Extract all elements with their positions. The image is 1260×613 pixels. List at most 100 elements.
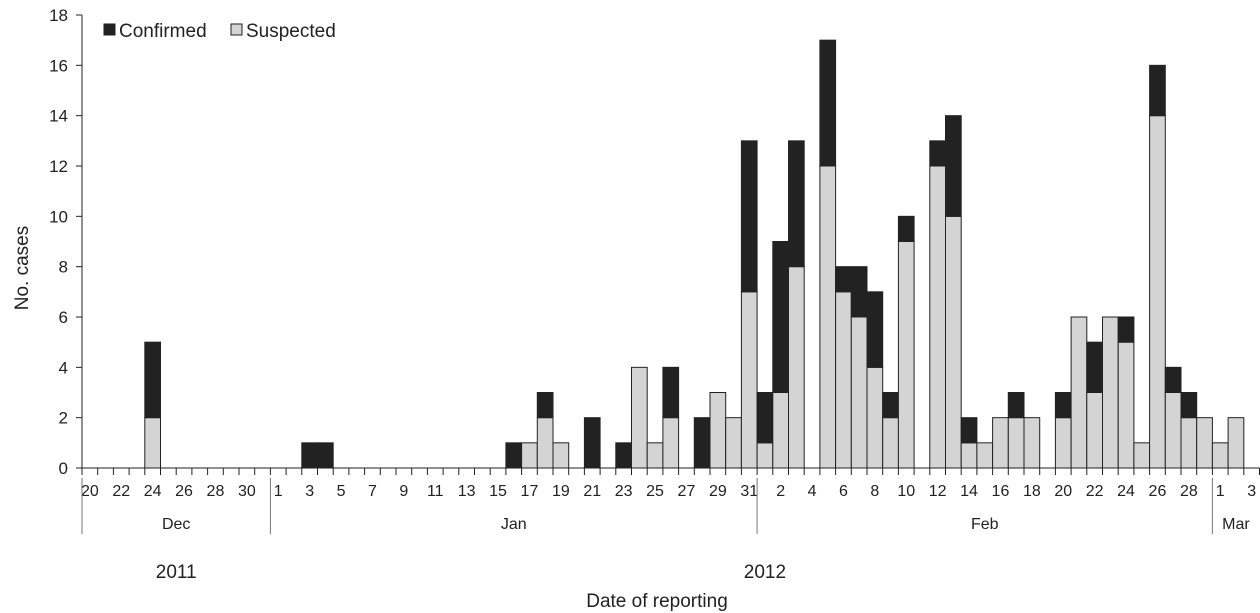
bar-suspected bbox=[552, 442, 570, 469]
x-tick-label: 11 bbox=[427, 483, 444, 500]
bar-suspected bbox=[976, 442, 994, 469]
bar-confirmed bbox=[1164, 366, 1182, 394]
legend-swatch-suspected bbox=[230, 23, 243, 36]
x-tick-label: 30 bbox=[238, 483, 256, 500]
bar-suspected bbox=[1149, 115, 1166, 469]
bar-suspected bbox=[1180, 417, 1198, 469]
bar-suspected bbox=[992, 417, 1009, 469]
bar-confirmed bbox=[1007, 392, 1025, 419]
x-tick-label: 2 bbox=[776, 483, 785, 500]
y-tick-label: 10 bbox=[49, 207, 68, 226]
bar-suspected bbox=[536, 417, 554, 469]
y-tick-label: 2 bbox=[59, 409, 68, 428]
y-tick-label: 14 bbox=[49, 107, 68, 126]
x-tick-label: 3 bbox=[305, 483, 314, 500]
x-tick-label: 29 bbox=[709, 483, 727, 500]
x-tick-label: 9 bbox=[399, 483, 408, 500]
bar-suspected bbox=[882, 417, 899, 469]
month-label: Jan bbox=[501, 516, 527, 533]
y-tick-label: 12 bbox=[49, 157, 68, 176]
bar-confirmed bbox=[301, 442, 318, 469]
bar-suspected bbox=[521, 442, 538, 469]
bar-suspected bbox=[725, 417, 742, 469]
y-tick-label: 6 bbox=[59, 308, 68, 327]
legend-swatch-confirmed bbox=[103, 23, 116, 36]
x-tick-label: 1 bbox=[274, 483, 283, 500]
x-tick-label: 27 bbox=[678, 483, 696, 500]
bar-suspected bbox=[897, 241, 915, 469]
legend-label-confirmed: Confirmed bbox=[119, 21, 207, 42]
y-axis-title: No. cases bbox=[12, 226, 33, 310]
bar-suspected bbox=[819, 165, 837, 469]
x-tick-label: 19 bbox=[552, 483, 570, 500]
x-tick-label: 17 bbox=[521, 483, 539, 500]
bar-confirmed bbox=[144, 341, 162, 419]
bar-confirmed bbox=[1054, 392, 1072, 419]
x-tick-label: 22 bbox=[1086, 483, 1104, 500]
x-tick-label: 31 bbox=[740, 483, 758, 500]
x-tick-label: 20 bbox=[1054, 483, 1072, 500]
bar-suspected bbox=[960, 442, 978, 469]
x-tick-label: 6 bbox=[839, 483, 848, 500]
bar-suspected bbox=[850, 316, 868, 469]
x-tick-label: 26 bbox=[175, 483, 193, 500]
bar-suspected bbox=[866, 366, 884, 469]
bar-suspected bbox=[835, 291, 852, 469]
x-tick-label: 1 bbox=[1216, 483, 1225, 500]
month-label: Feb bbox=[971, 516, 999, 533]
y-tick-label: 0 bbox=[59, 459, 68, 478]
bar-confirmed bbox=[662, 366, 680, 419]
bar-confirmed bbox=[929, 140, 946, 167]
x-tick-label: 10 bbox=[897, 483, 915, 500]
x-tick-label: 13 bbox=[458, 483, 476, 500]
y-tick-label: 4 bbox=[59, 358, 68, 377]
month-label: Dec bbox=[162, 516, 190, 533]
bar-confirmed bbox=[772, 241, 789, 393]
bar-confirmed bbox=[866, 291, 884, 368]
bar-confirmed bbox=[882, 392, 899, 419]
bar-confirmed bbox=[960, 417, 978, 444]
x-axis-title: Date of reporting bbox=[586, 591, 728, 612]
bar-suspected bbox=[1086, 392, 1104, 469]
bar-suspected bbox=[772, 392, 789, 469]
x-tick-label: 7 bbox=[368, 483, 377, 500]
bar-confirmed bbox=[583, 417, 601, 469]
bar-confirmed bbox=[317, 442, 334, 469]
bar-confirmed bbox=[740, 140, 758, 293]
x-tick-label: 16 bbox=[992, 483, 1010, 500]
bar-confirmed bbox=[897, 215, 915, 242]
bar-suspected bbox=[1117, 341, 1135, 469]
bar-confirmed bbox=[1117, 316, 1135, 343]
bar-suspected bbox=[1007, 417, 1025, 469]
y-tick-label: 16 bbox=[49, 56, 68, 75]
bar-confirmed bbox=[536, 392, 554, 419]
bar-suspected bbox=[1133, 442, 1151, 469]
x-tick-label: 3 bbox=[1247, 483, 1256, 500]
x-tick-label: 8 bbox=[870, 483, 879, 500]
bar-suspected bbox=[945, 215, 962, 469]
x-tick-label: 23 bbox=[615, 483, 633, 500]
bar-confirmed bbox=[819, 39, 837, 167]
x-tick-label: 14 bbox=[960, 483, 978, 500]
bar-suspected bbox=[1196, 417, 1213, 469]
x-tick-label: 24 bbox=[1117, 483, 1135, 500]
bar-suspected bbox=[144, 417, 162, 469]
x-axis: 20 22 24 26 28 30 1 3 5 7 9 11 13 15 17 19 21 23 25 27 29 31 2… bbox=[81, 467, 1260, 583]
bar-suspected bbox=[756, 442, 774, 469]
bar-confirmed bbox=[835, 266, 852, 293]
bar-confirmed bbox=[505, 442, 523, 469]
bar-suspected bbox=[646, 442, 664, 469]
bar-confirmed bbox=[788, 140, 805, 268]
x-tick-label: 25 bbox=[646, 483, 664, 500]
bar-suspected bbox=[709, 392, 727, 469]
x-tick-label: 28 bbox=[1180, 483, 1198, 500]
bar-suspected bbox=[1164, 392, 1182, 469]
legend-label-suspected: Suspected bbox=[246, 21, 336, 42]
y-tick-label: 8 bbox=[59, 258, 68, 277]
x-tick-label: 18 bbox=[1023, 483, 1041, 500]
x-tick-label: 20 bbox=[81, 483, 99, 500]
y-axis: 0 2 4 6 8 10 12 14 16 18 bbox=[49, 6, 83, 478]
bar-suspected bbox=[1023, 417, 1041, 469]
year-label: 2011 bbox=[156, 562, 197, 583]
